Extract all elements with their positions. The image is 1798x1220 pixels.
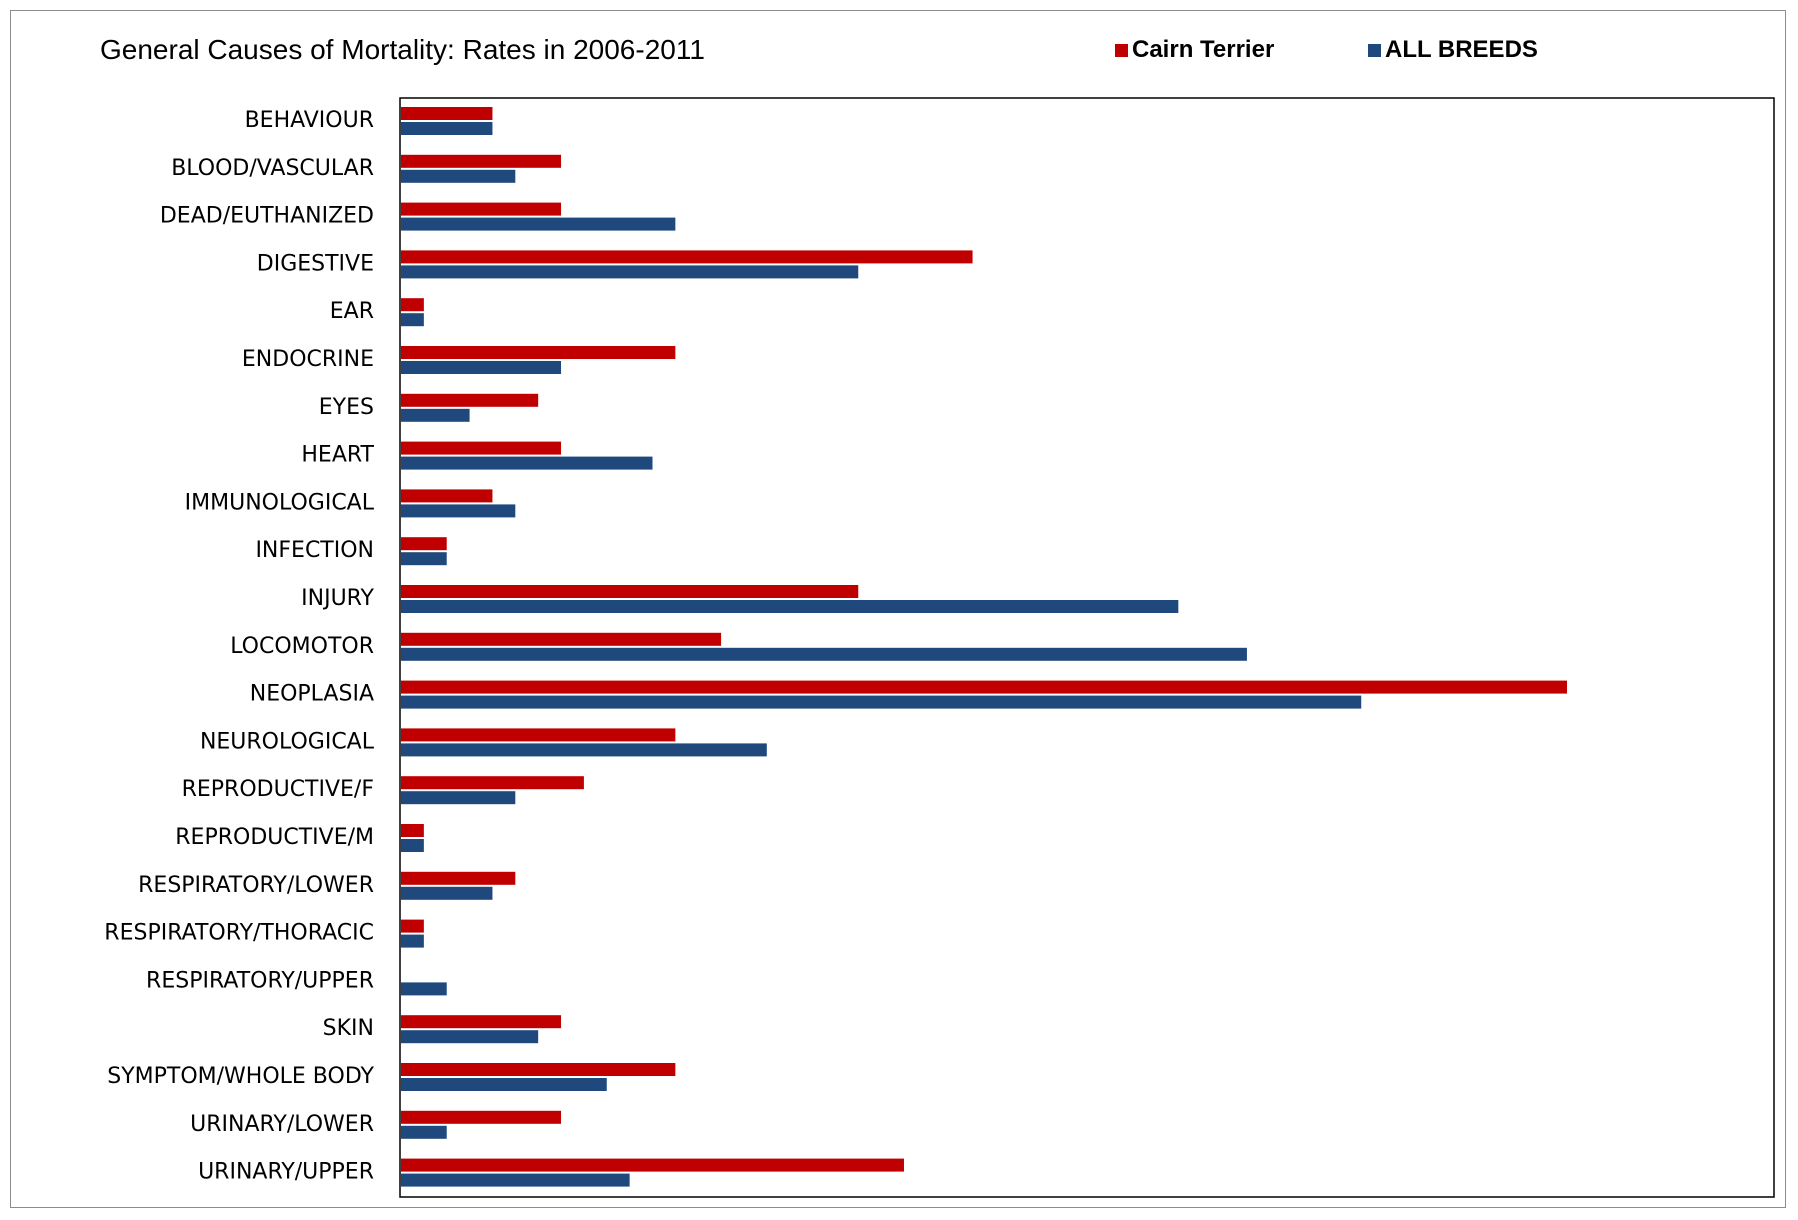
bar-all-breeds <box>401 647 1247 661</box>
category-label: RESPIRATORY/UPPER <box>146 968 374 993</box>
bar-cairn-terrier <box>401 824 424 837</box>
bar-all-breeds <box>401 265 859 279</box>
bar-all-breeds <box>401 1078 607 1091</box>
category-label: HEART <box>301 443 374 468</box>
bar-cairn-terrier <box>401 202 562 216</box>
category-label: INJURY <box>301 586 374 611</box>
category-label: REPRODUCTIVE/F <box>182 777 374 802</box>
bar-all-breeds <box>401 313 424 327</box>
category-labels: BEHAVIOUR BLOOD/VASCULAR DEAD/EUTHANIZED DI… <box>104 108 374 1185</box>
bar-cairn-terrier <box>401 728 676 742</box>
legend-item-all-breeds: ALL BREEDS <box>1368 36 1538 64</box>
bar-all-breeds <box>401 552 447 566</box>
category-label: SKIN <box>323 1016 374 1041</box>
category-label: ENDOCRINE <box>242 347 374 372</box>
category-label: RESPIRATORY/THORACIC <box>104 921 374 946</box>
bar-cairn-terrier <box>401 346 676 359</box>
legend-label-cairn-terrier: Cairn Terrier <box>1132 36 1275 63</box>
bar-all-breeds <box>401 1030 539 1044</box>
bars <box>401 107 1567 1187</box>
bar-all-breeds <box>401 122 493 135</box>
category-label: URINARY/UPPER <box>198 1160 374 1185</box>
bar-all-breeds <box>401 169 516 183</box>
legend-item-cairn-terrier: Cairn Terrier <box>1115 36 1274 64</box>
plot-area <box>399 97 1775 1198</box>
bar-cairn-terrier <box>401 298 424 312</box>
legend-label-all-breeds: ALL BREEDS <box>1385 36 1538 63</box>
category-label: RESPIRATORY/LOWER <box>138 873 374 898</box>
bar-cairn-terrier <box>401 871 516 885</box>
bar-all-breeds <box>401 791 516 805</box>
category-label: DIGESTIVE <box>257 251 374 276</box>
bar-cairn-terrier <box>401 1158 904 1172</box>
category-label: EAR <box>330 299 374 324</box>
category-label: INFECTION <box>255 538 374 563</box>
bar-cairn-terrier <box>401 489 493 503</box>
bar-cairn-terrier <box>401 776 584 790</box>
category-label: URINARY/LOWER <box>190 1112 374 1137</box>
category-label: IMMUNOLOGICAL <box>185 490 375 515</box>
bar-all-breeds <box>401 743 767 757</box>
legend-swatch-all-breeds <box>1368 43 1381 57</box>
bar-cairn-terrier <box>401 393 539 407</box>
bar-all-breeds <box>401 504 516 518</box>
category-label: NEUROLOGICAL <box>200 729 375 754</box>
category-label: DEAD/EUTHANIZED <box>160 204 374 229</box>
category-label: LOCOMOTOR <box>230 634 374 659</box>
chart-title: General Causes of Mortality: Rates in 20… <box>100 34 705 65</box>
bar-cairn-terrier <box>401 1063 676 1076</box>
category-label: EYES <box>319 395 374 420</box>
bar-cairn-terrier <box>401 585 859 598</box>
bar-all-breeds <box>401 456 653 470</box>
bar-all-breeds <box>401 886 493 900</box>
bar-all-breeds <box>401 934 424 948</box>
chart-frame <box>10 10 1786 1208</box>
category-label: BEHAVIOUR <box>245 108 374 133</box>
bar-all-breeds <box>401 408 470 422</box>
bar-all-breeds <box>401 839 424 852</box>
bar-cairn-terrier <box>401 537 447 551</box>
bar-all-breeds <box>401 1125 447 1139</box>
category-label: BLOOD/VASCULAR <box>171 156 374 181</box>
bar-cairn-terrier <box>401 441 562 455</box>
bar-all-breeds <box>401 982 447 996</box>
bar-cairn-terrier <box>401 1110 562 1124</box>
bar-cairn-terrier <box>401 250 973 264</box>
bar-all-breeds <box>401 600 1179 613</box>
bar-all-breeds <box>401 217 676 231</box>
category-label: REPRODUCTIVE/M <box>175 825 374 850</box>
bar-all-breeds <box>401 695 1362 709</box>
bar-cairn-terrier <box>401 680 1567 694</box>
bar-cairn-terrier <box>401 154 562 168</box>
legend-swatch-cairn-terrier <box>1115 43 1128 57</box>
bar-all-breeds <box>401 1173 630 1187</box>
category-label: SYMPTOM/WHOLE BODY <box>107 1064 374 1089</box>
bar-cairn-terrier <box>401 632 722 646</box>
bar-cairn-terrier <box>401 107 493 120</box>
bar-all-breeds <box>401 361 562 374</box>
bar-cairn-terrier <box>401 919 424 933</box>
category-label: NEOPLASIA <box>250 682 374 707</box>
bar-cairn-terrier <box>401 1015 562 1029</box>
